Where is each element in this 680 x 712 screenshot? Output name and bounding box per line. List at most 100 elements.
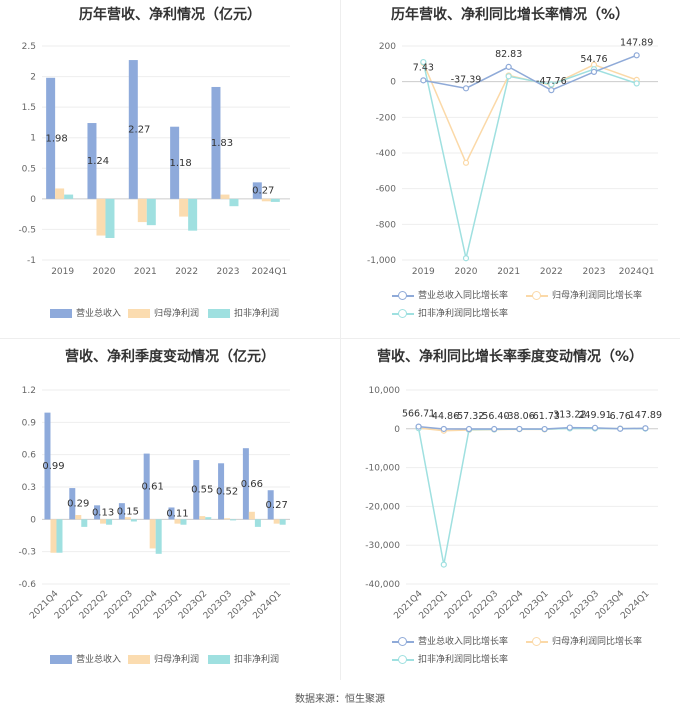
bar xyxy=(118,503,125,520)
data-label: 0.15 xyxy=(117,506,139,517)
bar xyxy=(124,517,131,520)
bar xyxy=(193,460,200,520)
bar xyxy=(94,505,101,520)
data-label: -38.06 xyxy=(504,411,535,422)
data-label: 0.13 xyxy=(92,507,114,518)
data-label: 1.18 xyxy=(170,158,192,169)
y-tick-label: -10,000 xyxy=(365,464,400,474)
bar xyxy=(180,519,187,525)
data-label: 2.27 xyxy=(128,124,150,135)
data-point xyxy=(617,425,624,432)
legend-marker xyxy=(392,654,414,665)
legend-item-net-profit-growth[interactable]: 归母净利润同比增长率 xyxy=(526,288,642,301)
quarterly-line-chart: 10,0000-10,000-20,000-30,000-40,0002021Q… xyxy=(365,386,662,621)
legend-item-revenue-growth[interactable]: 营业总收入同比增长率 xyxy=(392,634,508,647)
legend-marker xyxy=(526,636,548,647)
bar xyxy=(174,519,181,524)
data-point xyxy=(420,77,427,84)
chart-title: 营收、净利季度变动情况（亿元） xyxy=(65,349,275,365)
y-tick-label: -600 xyxy=(376,185,397,195)
legend-item-revenue-growth[interactable]: 营业总收入同比增长率 xyxy=(392,288,508,301)
bar xyxy=(130,519,137,522)
x-tick-label: 2023 xyxy=(583,267,606,277)
bar xyxy=(242,448,249,520)
bar xyxy=(188,198,198,231)
chart-title: 历年营收、净利情况（亿元） xyxy=(79,7,261,23)
x-tick-label: 2019 xyxy=(51,267,74,277)
y-tick-label: 2 xyxy=(30,73,36,83)
annual-growth-panel: 历年营收、净利同比增长率情况（%） 200 0 -200 -400 -600 -800 -1… xyxy=(340,0,680,330)
legend-label: 归母净利润 xyxy=(154,655,200,665)
data-point xyxy=(462,255,470,262)
chart-title: 营收、净利同比增长率季度变动情况（%） xyxy=(376,349,644,365)
bar xyxy=(143,453,150,520)
data-point xyxy=(633,52,640,59)
vertical-divider xyxy=(340,0,341,680)
data-label: 0.29 xyxy=(67,499,89,510)
quarterly-bar-chart: 1.20.90.60.30-0.3-0.62021Q42022Q12022Q22… xyxy=(18,386,290,621)
y-tick-label: -30,000 xyxy=(365,541,400,551)
legend-item-net-profit[interactable]: 归母净利润 xyxy=(128,306,199,319)
series-line xyxy=(418,425,646,430)
data-point xyxy=(440,561,447,568)
data-label: 0.99 xyxy=(42,461,64,472)
legend-item-deducted-profit[interactable]: 扣非净利润 xyxy=(208,652,279,665)
y-tick-label: -0.6 xyxy=(18,580,36,590)
data-label: 313.22 xyxy=(553,410,586,421)
y-tick-label: -1 xyxy=(27,256,36,266)
data-label: 0.27 xyxy=(266,500,288,511)
legend-label: 扣非净利润 xyxy=(234,309,280,319)
legend-item-deducted-growth[interactable]: 扣非净利润同比增长率 xyxy=(392,652,508,665)
data-point xyxy=(491,425,498,433)
legend-item-deducted-profit[interactable]: 扣非净利润 xyxy=(208,306,279,319)
y-tick-label: -800 xyxy=(376,220,397,230)
y-tick-label: 1.5 xyxy=(22,103,36,113)
y-tick-label: 1.2 xyxy=(22,386,36,396)
legend-swatch xyxy=(50,655,72,664)
data-label: -44.86 xyxy=(428,411,459,422)
quarterly-growth-panel: 营收、净利同比增长率季度变动情况（%） 10,000 0 -10,000 -20,00… xyxy=(340,342,680,678)
legend-label: 归母净利润同比增长率 xyxy=(552,291,643,301)
data-point xyxy=(505,73,512,80)
legend: 营业总收入 归母净利润 扣非净利润 xyxy=(0,306,340,326)
bar xyxy=(81,519,88,527)
bar xyxy=(75,515,82,520)
data-label: 147.89 xyxy=(620,37,653,48)
data-label: 0.61 xyxy=(142,481,164,492)
legend-label: 扣非净利润 xyxy=(234,655,280,665)
legend-label: 营业总收入同比增长率 xyxy=(418,291,509,301)
data-label: 6.76 xyxy=(610,411,631,422)
data-point xyxy=(541,425,548,433)
y-tick-label: -20,000 xyxy=(365,502,400,512)
x-tick-label: 2021 xyxy=(497,267,520,277)
bar xyxy=(87,123,97,199)
data-label: 82.83 xyxy=(495,49,522,60)
x-tick-label: 2020 xyxy=(93,267,116,277)
bar xyxy=(220,194,230,199)
bar xyxy=(69,488,76,520)
y-tick-label: 0.6 xyxy=(22,451,37,461)
data-point xyxy=(548,87,555,94)
series-line xyxy=(423,54,637,92)
bar xyxy=(179,198,189,217)
legend-item-net-profit-growth[interactable]: 归母净利润同比增长率 xyxy=(526,634,642,647)
y-tick-label: -0.5 xyxy=(18,225,36,235)
legend-item-revenue[interactable]: 营业总收入 xyxy=(50,652,121,665)
legend-marker xyxy=(392,290,414,301)
annual-revenue-profit-panel: 历年营收、净利情况（亿元） 2.5 2 1.5 1 0.5 0 -0.5 -1 2019 2020… xyxy=(0,0,340,330)
legend-item-deducted-growth[interactable]: 扣非净利润同比增长率 xyxy=(392,306,508,319)
data-label: -56.40 xyxy=(479,411,510,422)
legend: 营业总收入同比增长率 归母净利润同比增长率 扣非净利润同比增长率 xyxy=(340,288,680,324)
data-source: 数据来源：恒生聚源 xyxy=(295,694,385,705)
y-tick-label: 0.5 xyxy=(22,164,36,174)
bar xyxy=(137,198,147,223)
legend-item-net-profit[interactable]: 归母净利润 xyxy=(128,652,199,665)
legend-item-revenue[interactable]: 营业总收入 xyxy=(50,306,121,319)
x-tick-label: 2022 xyxy=(175,267,198,277)
data-point xyxy=(591,424,599,431)
bar xyxy=(267,490,274,520)
y-tick-label: 0 xyxy=(30,195,36,205)
y-tick-label: 0.3 xyxy=(22,483,36,493)
bar xyxy=(50,519,57,553)
y-tick-label: -400 xyxy=(376,149,397,159)
